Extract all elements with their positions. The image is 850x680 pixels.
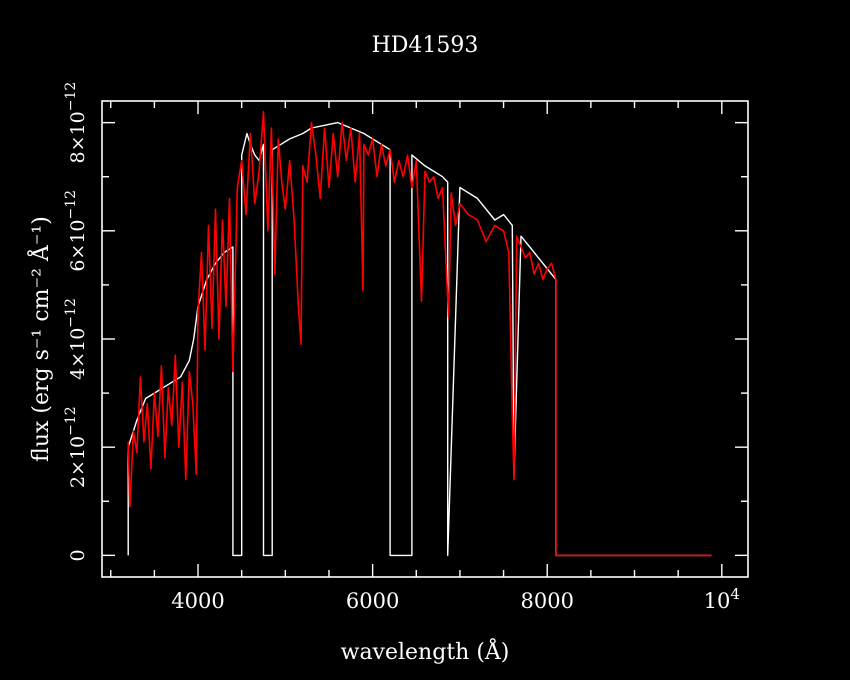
axis-ticks: 4000 6000 8000 104 0 2×10−12 4×10−12 6×10−12 8×1… bbox=[63, 82, 748, 613]
y-axis-label: flux (erg s⁻¹ cm⁻² Å⁻¹) bbox=[26, 216, 54, 462]
x-tick-label: 104 bbox=[704, 585, 740, 613]
plot-lines bbox=[127, 111, 712, 557]
x-tick-label: 6000 bbox=[346, 589, 399, 613]
x-tick-label: 8000 bbox=[520, 589, 573, 613]
y-tick-label: 2×10−12 bbox=[63, 406, 89, 488]
x-tick-label: 4000 bbox=[171, 589, 224, 613]
y-tick-label: 6×10−12 bbox=[63, 190, 89, 272]
y-tick-label: 4×10−12 bbox=[63, 298, 89, 380]
series-line-1 bbox=[127, 121, 712, 557]
series-line-2 bbox=[127, 111, 712, 557]
chart-title: HD41593 bbox=[372, 33, 479, 58]
y-tick-label: 8×10−12 bbox=[63, 82, 89, 164]
y-tick-label: 0 bbox=[67, 549, 89, 561]
x-axis-label: wavelength (Å) bbox=[341, 637, 510, 665]
